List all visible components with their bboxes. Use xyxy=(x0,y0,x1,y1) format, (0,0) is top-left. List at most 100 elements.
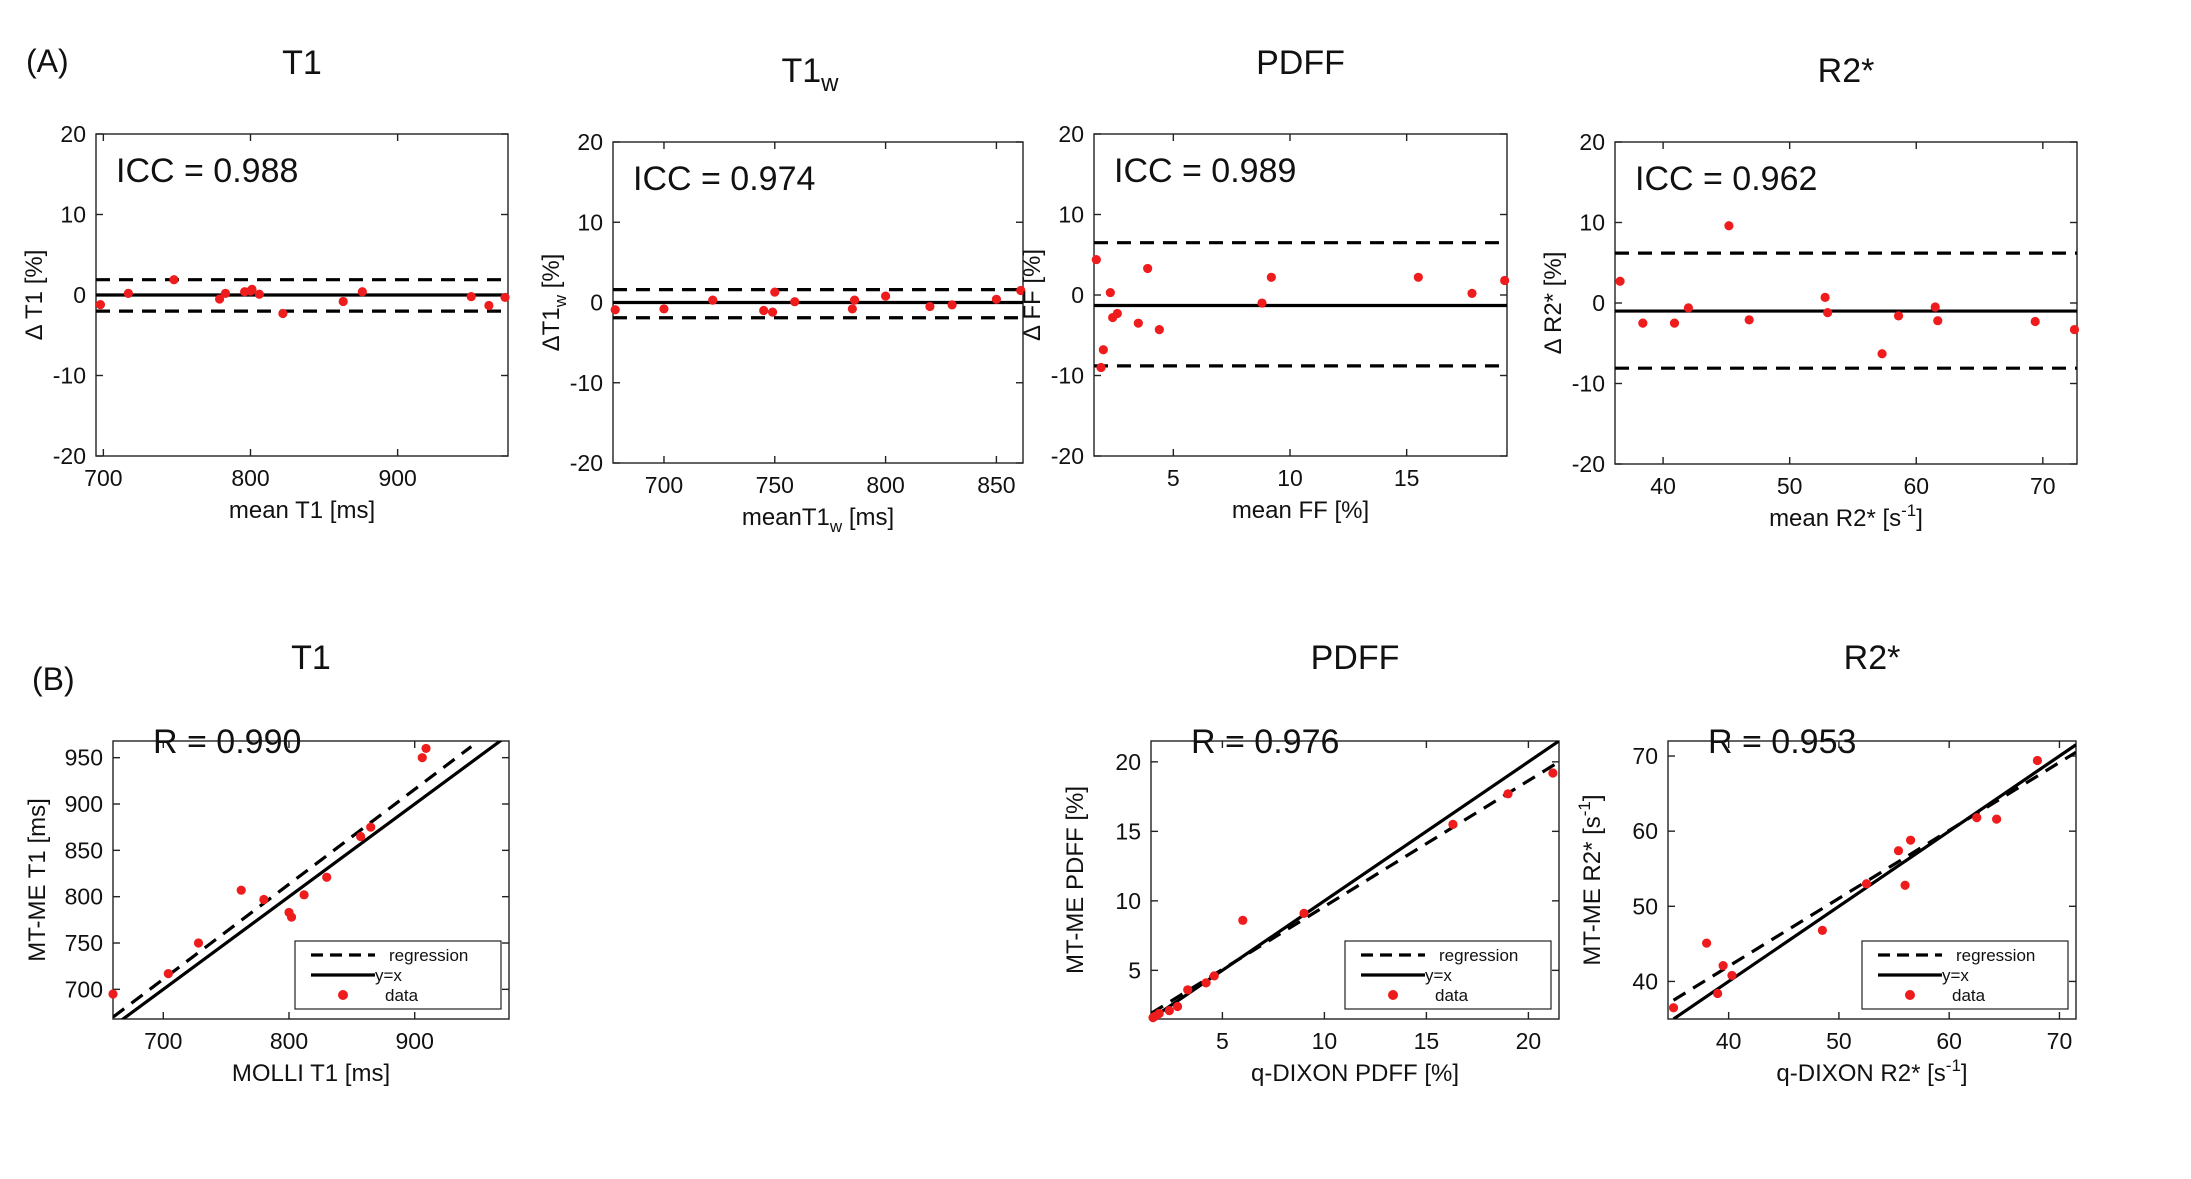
x-axis-label: q-DIXON PDFF [%] xyxy=(1251,1060,1459,1087)
y-tick-label: 15 xyxy=(1115,818,1141,844)
data-point xyxy=(169,275,179,285)
y-tick-label: -20 xyxy=(1051,443,1084,469)
data-point xyxy=(880,291,891,301)
y-tick-label: 60 xyxy=(1632,818,1658,844)
chart-sc_t1: T1 700 800 900 700 750 800 850 900 950 MOLLI T1 [m… xyxy=(24,639,510,1087)
data-point xyxy=(610,305,620,315)
data-point xyxy=(1820,292,1830,302)
xlabel-subscript: w xyxy=(829,517,843,536)
legend-entry: regression xyxy=(389,946,468,965)
axes-box xyxy=(112,740,510,1020)
x-axis-label: mean T1 [ms] xyxy=(229,497,375,524)
data-point xyxy=(500,292,510,303)
plot-area xyxy=(1151,741,1559,1019)
legend-entry: y=x xyxy=(375,966,402,985)
x-tick-label: 800 xyxy=(231,465,269,491)
y-tick-label: 10 xyxy=(1058,202,1084,228)
x-tick-label: 5 xyxy=(1216,1028,1229,1054)
data-point xyxy=(421,743,431,754)
data-point xyxy=(1266,272,1276,282)
plot-area xyxy=(1094,241,1507,368)
data-point xyxy=(1877,349,1887,359)
ylabel-superscript: -1 xyxy=(1575,801,1594,816)
y-tick-label: 20 xyxy=(577,129,603,155)
x-tick-label: 900 xyxy=(378,465,416,491)
y-tick-label: -20 xyxy=(53,443,86,469)
data-point xyxy=(1727,970,1737,981)
x-tick-label: 70 xyxy=(2047,1028,2073,1054)
data-point xyxy=(708,295,718,305)
y-tick-label: -10 xyxy=(570,370,603,396)
data-point xyxy=(1201,978,1211,988)
x-tick-label: 850 xyxy=(977,472,1015,498)
plot-area xyxy=(1672,743,2076,1019)
data-point xyxy=(1172,1001,1183,1012)
chart-ba_pdff: PDFF 5 10 15 -20 -10 0 10 20 mean FF [%] Δ FF [%] I… xyxy=(1019,44,1510,524)
identity-line xyxy=(1151,741,1559,1019)
data-point xyxy=(108,989,118,999)
legend-entry: regression xyxy=(1439,946,1518,965)
data-point xyxy=(1448,819,1458,830)
data-point xyxy=(770,287,780,297)
plot-area xyxy=(96,278,508,313)
data-point xyxy=(849,295,860,305)
y-tick-label: 20 xyxy=(1579,129,1605,155)
data-point xyxy=(193,938,204,948)
data-point xyxy=(759,305,769,316)
y-axis-label: ΔT1w [%] xyxy=(538,254,570,352)
data-point xyxy=(357,287,367,297)
data-point xyxy=(299,890,309,900)
data-point xyxy=(1668,1003,1679,1013)
panel-title: PDFF xyxy=(1256,44,1345,82)
data-point xyxy=(1413,272,1423,282)
data-point xyxy=(847,304,857,314)
data-point xyxy=(1718,961,1728,971)
data-point xyxy=(1669,318,1680,328)
y-tick-label: 850 xyxy=(65,837,103,863)
x-tick-label: 5 xyxy=(1167,465,1180,491)
stat-label: ICC = 0.962 xyxy=(1635,160,1817,198)
data-point xyxy=(2069,324,2080,335)
x-tick-label: 15 xyxy=(1414,1028,1440,1054)
panel-letter-b: (B) xyxy=(32,661,75,697)
legend-entry: regression xyxy=(1956,946,2035,965)
y-axis-label: Δ T1 [%] xyxy=(21,250,48,341)
legend-marker-data xyxy=(1388,990,1398,1000)
x-tick-label: 10 xyxy=(1277,465,1303,491)
identity-line xyxy=(120,741,503,1019)
x-axis-label: meanT1w [ms] xyxy=(742,504,894,536)
data-point xyxy=(1238,915,1248,925)
data-point xyxy=(123,288,133,298)
data-point xyxy=(790,297,800,307)
y-axis-label: MT-ME PDFF [%] xyxy=(1062,786,1089,974)
panel-title: T1 xyxy=(291,639,331,677)
data-point xyxy=(1257,298,1267,308)
x-tick-label: 20 xyxy=(1516,1028,1542,1054)
data-point xyxy=(1096,362,1106,373)
ylabel-end: [%] xyxy=(538,254,565,295)
x-tick-label: 15 xyxy=(1394,465,1420,491)
data-point xyxy=(1893,311,1904,321)
panel-title: R2* xyxy=(1844,639,1901,677)
data-point xyxy=(1724,221,1734,231)
xlabel-end: ] xyxy=(1916,505,1923,532)
y-tick-label: -10 xyxy=(1572,371,1605,397)
chart-ba_t1: T1 700 800 900 -20 -10 0 10 20 mean T1 [ms] Δ T1 [… xyxy=(21,44,510,524)
chart-ba_t1w: T1w 700 750 800 850 -20 -10 0 10 20 meanT1w [ms] ΔT… xyxy=(538,52,1026,536)
ylabel-subscript: w xyxy=(551,294,570,308)
x-tick-label: 800 xyxy=(270,1028,308,1054)
data-point xyxy=(1548,768,1558,778)
data-point xyxy=(1930,302,1940,312)
data-point xyxy=(1701,938,1712,948)
data-point xyxy=(2032,755,2043,766)
data-point xyxy=(1154,325,1164,335)
data-point xyxy=(1861,879,1872,889)
plot-area xyxy=(113,741,503,1019)
data-point xyxy=(1299,908,1309,918)
data-point xyxy=(1744,315,1754,325)
x-tick-label: 900 xyxy=(396,1028,434,1054)
x-tick-label: 50 xyxy=(1777,473,1803,499)
plot-area xyxy=(1615,251,2077,370)
stat-label: ICC = 0.988 xyxy=(116,152,298,190)
